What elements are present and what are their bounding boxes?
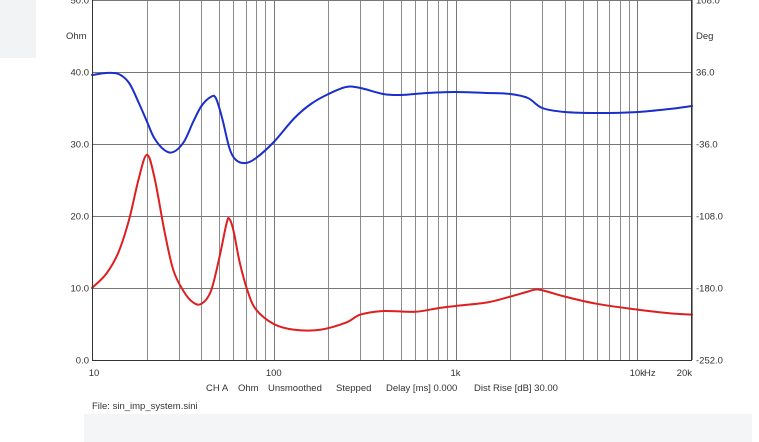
phase-series-line [91,71,693,165]
series [91,71,693,332]
right-axis-tick-label: 108.0 [696,0,720,7]
file-name-label: File: sin_imp_system.sini [92,401,198,412]
smoothing-label: Unsmoothed [268,383,322,394]
x-axis-tick-label: 100 [266,368,282,379]
left-axis-tick-label: 10.0 [71,284,90,295]
dist-rise-label: Dist Rise [dB] 30.00 [474,383,558,394]
tick-labels: 0.0 10.0 20.0 30.0 40.0 50.0 Ohm -252.0 -180.0 -1… [66,0,723,379]
right-axis-tick-label: -252.0 [696,356,723,367]
left-axis-tick-label: 30.0 [71,140,90,151]
x-axis-unit-label: Hz [644,368,656,379]
unit-label: Ohm [238,383,259,394]
delay-label: Delay [ms] 0.000 [386,383,458,394]
impedance-series-line [91,153,693,332]
left-axis-tick-label: 0.0 [76,356,89,367]
mode-label: Stepped [336,383,372,394]
left-axis-tick-label: 50.0 [71,0,90,7]
x-axis-tick-label: 10 [89,368,100,379]
x-axis-tick-label: 20k [677,368,693,379]
right-axis-tick-label: -180.0 [696,284,723,295]
left-axis-tick-label: 40.0 [71,68,90,79]
channel-label: CH A [206,383,229,394]
plot-area [92,0,692,360]
x-axis-tick-label: 10k [630,368,646,379]
right-axis-unit-label: Deg [696,31,713,42]
left-side-panel [0,0,36,58]
right-axis-tick-label: 36.0 [696,68,715,79]
bottom-strip [84,414,752,442]
plot-frame [92,0,692,361]
left-axis-unit-label: Ohm [66,31,87,42]
grid [92,0,693,361]
right-axis-tick-label: -36.0 [696,140,718,151]
left-axis-tick-label: 20.0 [71,212,90,223]
right-axis-tick-label: -108.0 [696,212,723,223]
x-axis-tick-label: 1k [450,368,460,379]
